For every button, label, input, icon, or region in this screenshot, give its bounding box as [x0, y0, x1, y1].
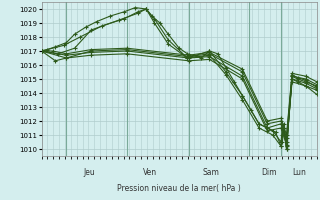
Text: Lun: Lun: [292, 168, 306, 177]
Text: Ven: Ven: [143, 168, 157, 177]
Text: Dim: Dim: [261, 168, 276, 177]
Text: Sam: Sam: [203, 168, 219, 177]
Text: Pression niveau de la mer( hPa ): Pression niveau de la mer( hPa ): [117, 184, 241, 193]
Text: Jeu: Jeu: [84, 168, 96, 177]
